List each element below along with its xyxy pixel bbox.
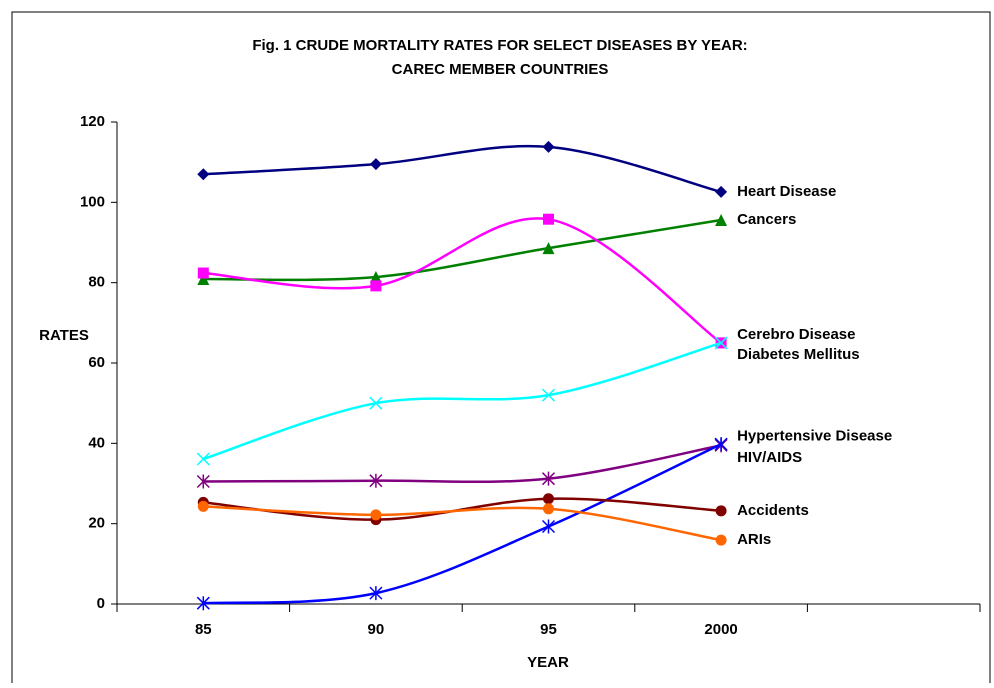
series-label: Cerebro Disease (737, 326, 855, 343)
line (203, 443, 722, 605)
marker (543, 503, 554, 515)
series-label: Heart Disease (737, 183, 836, 200)
marker (715, 214, 728, 227)
marker (196, 452, 210, 466)
series-label: Diabetes Mellitus (737, 346, 860, 363)
y-tick-label: 80 (88, 274, 105, 291)
line (203, 218, 722, 282)
chart-title: Fig. 1 CRUDE MORTALITY RATES FOR SELECT … (252, 37, 747, 54)
marker (543, 493, 554, 505)
marker (197, 168, 210, 181)
y-tick-label: 60 (88, 354, 105, 371)
x-tick-label: 90 (368, 621, 385, 638)
y-tick-label: 100 (80, 193, 105, 210)
marker (370, 280, 382, 292)
y-tick-label: 120 (80, 113, 105, 130)
marker (714, 437, 728, 452)
y-tick-label: 40 (88, 434, 105, 451)
marker (369, 473, 383, 488)
series-label: Accidents (737, 502, 809, 519)
y-axis-label: RATES (39, 327, 89, 344)
marker (196, 596, 210, 611)
marker (196, 474, 210, 489)
series-label: HIV/AIDS (737, 449, 802, 466)
marker (542, 242, 555, 255)
chart-title: CAREC MEMBER COUNTRIES (392, 61, 609, 78)
marker (369, 396, 383, 410)
line (203, 144, 722, 194)
marker (369, 158, 382, 171)
line (203, 444, 722, 484)
marker (197, 500, 209, 512)
marker (543, 213, 554, 225)
series-label: ARIs (737, 531, 771, 548)
marker (541, 471, 556, 486)
marker (197, 273, 210, 286)
marker (197, 267, 209, 279)
marker (541, 519, 556, 534)
series-label: Hypertensive Disease (737, 427, 892, 444)
line (202, 341, 722, 461)
x-tick-label: 95 (540, 621, 557, 638)
x-tick-label: 85 (195, 621, 212, 638)
marker (715, 534, 727, 546)
marker (369, 586, 383, 601)
marker (542, 140, 555, 153)
y-tick-label: 0 (97, 595, 105, 612)
marker (370, 509, 382, 521)
marker (714, 336, 728, 350)
marker (715, 185, 728, 198)
line (203, 217, 722, 344)
marker (715, 505, 727, 517)
x-tick-label: 2000 (704, 621, 737, 638)
y-tick-label: 20 (88, 515, 105, 532)
marker (369, 271, 382, 284)
frame (11, 11, 991, 688)
x-axis-label: YEAR (527, 654, 569, 671)
marker (541, 388, 556, 402)
line (203, 505, 722, 542)
series-label: Cancers (737, 211, 796, 228)
